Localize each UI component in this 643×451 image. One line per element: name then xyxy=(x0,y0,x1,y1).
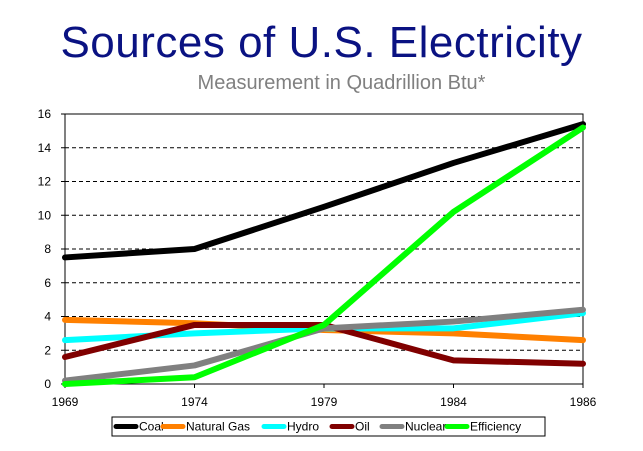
y-tick-label: 10 xyxy=(38,208,52,222)
chart-subtitle: Measurement in Quadrillion Btu* xyxy=(197,72,486,94)
chart-title: Sources of U.S. Electricity xyxy=(60,18,583,67)
y-tick-label: 8 xyxy=(44,242,51,256)
y-tick-label: 14 xyxy=(38,141,52,155)
legend-label: Natural Gas xyxy=(186,420,250,434)
y-tick-label: 2 xyxy=(44,343,51,357)
legend: Coal Natural Gas Hydro Oil Nuclear Efficiency xyxy=(111,416,546,437)
y-tick-label: 16 xyxy=(38,107,52,121)
series-line-coal xyxy=(62,121,586,261)
legend-label: Coal xyxy=(139,420,164,434)
series-line-efficiency xyxy=(62,124,586,387)
x-tick-label: 1979 xyxy=(311,395,338,409)
y-tick-label: 6 xyxy=(44,276,51,290)
y-tick-label: 0 xyxy=(44,377,51,391)
axis-ticks: 0 2 4 6 8 10 12 14 16 1969 1974 1979 1984 1986 xyxy=(38,107,597,409)
y-tick-label: 12 xyxy=(38,175,52,189)
series-line-nuclear xyxy=(62,306,586,384)
x-tick-label: 1984 xyxy=(440,395,467,409)
series-lines xyxy=(62,121,586,387)
gridlines xyxy=(65,147,583,351)
legend-label: Hydro xyxy=(287,420,319,434)
x-tick-label: 1969 xyxy=(52,395,79,409)
legend-box xyxy=(111,416,546,437)
legend-label: Oil xyxy=(355,420,370,434)
y-tick-label: 4 xyxy=(44,310,51,324)
x-tick-label: 1986 xyxy=(570,395,597,409)
legend-label: Nuclear xyxy=(405,420,446,434)
legend-label: Efficiency xyxy=(470,420,521,434)
x-tick-label: 1974 xyxy=(181,395,208,409)
